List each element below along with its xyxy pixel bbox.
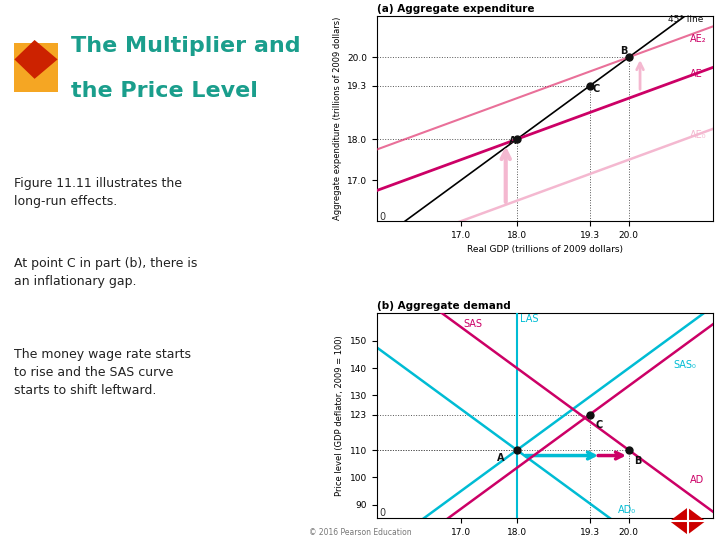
Polygon shape (14, 40, 58, 79)
Text: At point C in part (b), there is
an inflationary gap.: At point C in part (b), there is an infl… (14, 257, 197, 288)
Text: the Price Level: the Price Level (71, 82, 258, 102)
Text: Figure 11.11 illustrates the
long-run effects.: Figure 11.11 illustrates the long-run ef… (14, 177, 182, 208)
Y-axis label: Aggregate expenditure (trillions of 2009 dollars): Aggregate expenditure (trillions of 2009… (333, 17, 341, 220)
Text: (a) Aggregate expenditure: (a) Aggregate expenditure (377, 4, 534, 14)
Text: B: B (634, 456, 642, 465)
Text: The Multiplier and: The Multiplier and (71, 36, 300, 56)
Text: AE₂: AE₂ (690, 33, 707, 44)
Text: A: A (498, 453, 505, 463)
Text: 0: 0 (379, 212, 386, 222)
Text: (b) Aggregate demand: (b) Aggregate demand (377, 301, 510, 311)
Text: C: C (593, 84, 600, 94)
Text: 0: 0 (379, 508, 386, 518)
Text: AD: AD (690, 475, 705, 485)
Polygon shape (14, 43, 58, 92)
Text: B: B (621, 46, 628, 56)
Text: A: A (508, 136, 516, 146)
Text: LAS: LAS (520, 314, 539, 323)
X-axis label: Real GDP (trillions of 2009 dollars): Real GDP (trillions of 2009 dollars) (467, 246, 623, 254)
Text: SAS: SAS (464, 319, 482, 329)
Text: SAS₀: SAS₀ (674, 360, 696, 370)
Text: C: C (595, 420, 603, 430)
Text: The money wage rate starts
to rise and the SAS curve
starts to shift leftward.: The money wage rate starts to rise and t… (14, 348, 192, 397)
Text: © 2016 Pearson Education: © 2016 Pearson Education (309, 528, 411, 537)
Y-axis label: Price level (GDP deflator, 2009 = 100): Price level (GDP deflator, 2009 = 100) (336, 335, 344, 496)
Polygon shape (670, 508, 706, 535)
Text: AE₀: AE₀ (690, 130, 707, 140)
Text: 45° line: 45° line (668, 15, 703, 24)
Text: AE: AE (690, 69, 703, 79)
Text: AD₀: AD₀ (618, 505, 636, 515)
